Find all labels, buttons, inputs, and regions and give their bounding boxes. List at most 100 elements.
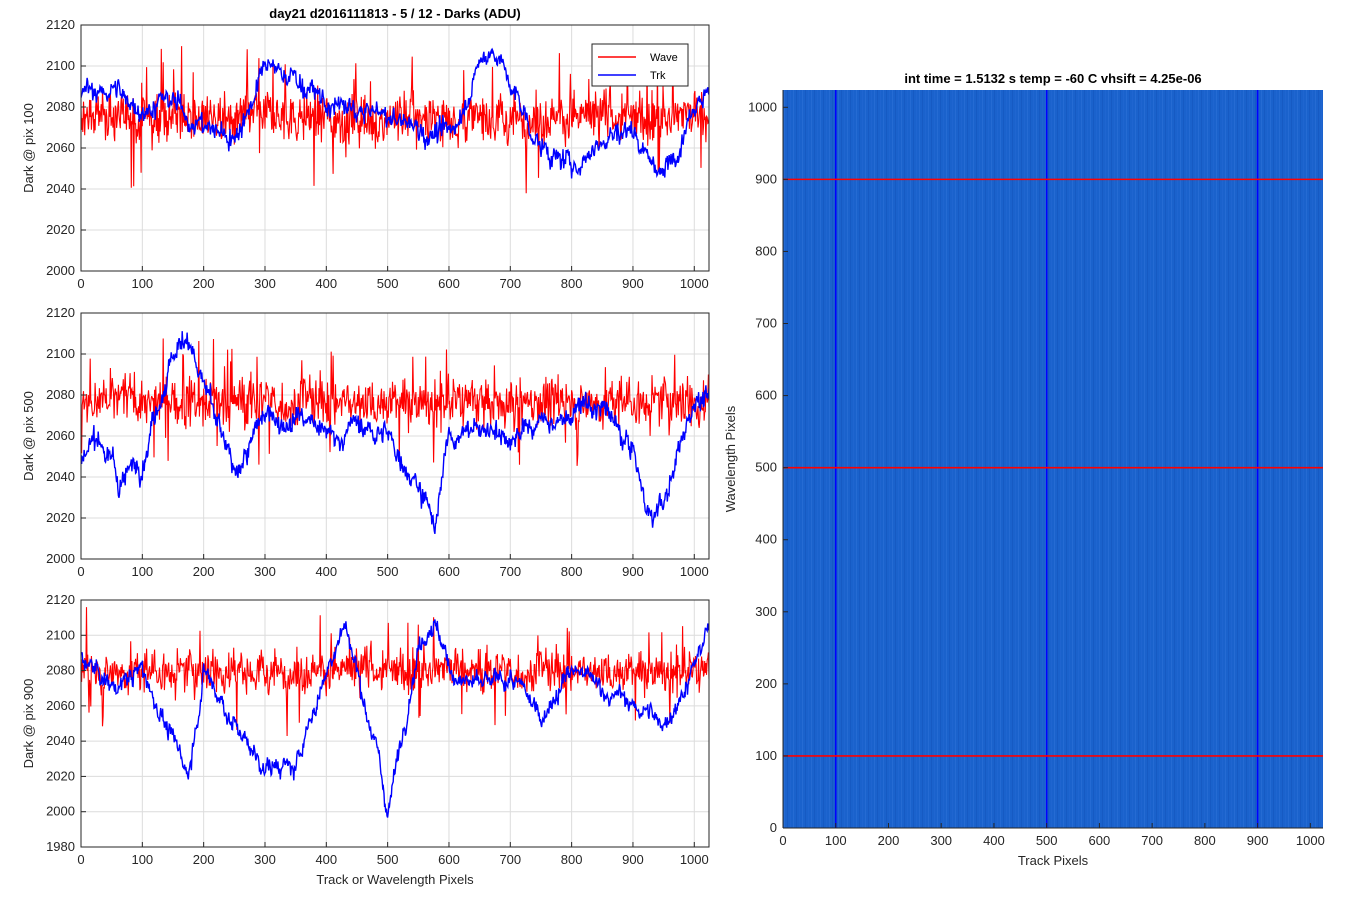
- x-tick-label: 1000: [1296, 833, 1325, 848]
- y-tick-label: 600: [755, 388, 777, 403]
- x-tick-label: 100: [131, 852, 153, 867]
- legend-label-wave: Wave: [650, 52, 678, 64]
- y-tick-label: 2120: [46, 17, 75, 32]
- x-tick-label: 500: [377, 564, 399, 579]
- y-tick-label: 2100: [46, 58, 75, 73]
- legend-label-trk: Trk: [650, 70, 666, 82]
- series-line-wave: [81, 338, 709, 466]
- y-tick-label: 1000: [748, 99, 777, 114]
- x-tick-label: 800: [561, 276, 583, 291]
- y-axis-label: Dark @ pix 500: [21, 391, 36, 481]
- axes-box: [80, 599, 710, 848]
- y-tick-label: 800: [755, 243, 777, 258]
- x-tick-label: 400: [983, 833, 1005, 848]
- y-tick-label: 900: [755, 171, 777, 186]
- x-axis-label: Track Pixels: [1018, 853, 1089, 868]
- x-tick-label: 1000: [680, 564, 709, 579]
- y-tick-label: 2060: [46, 698, 75, 713]
- y-tick-label: 2100: [46, 627, 75, 642]
- x-tick-label: 900: [1247, 833, 1269, 848]
- x-tick-label: 100: [825, 833, 847, 848]
- y-tick-label: 2080: [46, 663, 75, 678]
- y-tick-label: 2120: [46, 592, 75, 607]
- y-tick-label: 2120: [46, 305, 75, 320]
- y-tick-label: 700: [755, 316, 777, 331]
- x-tick-label: 0: [77, 276, 84, 291]
- x-tick-label: 200: [193, 276, 215, 291]
- x-tick-label: 100: [131, 276, 153, 291]
- x-tick-label: 800: [1194, 833, 1216, 848]
- x-tick-label: 1000: [680, 276, 709, 291]
- y-tick-label: 2000: [46, 804, 75, 819]
- y-tick-label: 2080: [46, 387, 75, 402]
- x-tick-label: 800: [561, 852, 583, 867]
- x-tick-label: 900: [622, 852, 644, 867]
- chart-1: 0 100 200 300 400 500 600 700 800 900 1000 2000 2020…: [21, 6, 710, 291]
- y-tick-label: 300: [755, 604, 777, 619]
- y-tick-label: 1980: [46, 839, 75, 854]
- y-tick-label: 2040: [46, 181, 75, 196]
- x-tick-label: 300: [930, 833, 952, 848]
- y-tick-label: 2020: [46, 768, 75, 783]
- x-tick-label: 500: [377, 852, 399, 867]
- x-tick-label: 200: [193, 564, 215, 579]
- x-tick-label: 700: [499, 276, 521, 291]
- series-line-trk: [81, 619, 709, 818]
- x-tick-label: 400: [315, 276, 337, 291]
- x-tick-label: 200: [193, 852, 215, 867]
- x-tick-label: 400: [315, 564, 337, 579]
- y-tick-label: 2040: [46, 733, 75, 748]
- series-line-trk: [81, 331, 709, 534]
- x-tick-label: 600: [438, 564, 460, 579]
- chart-4: 0 100 200 300 400 500 600 700 800 900 1000 0 100 200 3…: [723, 71, 1325, 868]
- x-tick-label: 500: [1036, 833, 1058, 848]
- chart-title: day21 d2016111813 - 5 / 12 - Darks (ADU): [269, 6, 520, 21]
- chart-title: int time = 1.5132 s temp = -60 C vhsift …: [904, 71, 1201, 86]
- y-tick-label: 500: [755, 460, 777, 475]
- chart-3: 0 100 200 300 400 500 600 700 800 900 1000 1980 2000…: [21, 592, 710, 887]
- series-line-trk: [81, 47, 709, 179]
- y-tick-label: 400: [755, 532, 777, 547]
- x-tick-label: 500: [377, 276, 399, 291]
- y-tick-label: 2000: [46, 263, 75, 278]
- x-tick-label: 0: [779, 833, 786, 848]
- y-tick-label: 2040: [46, 469, 75, 484]
- x-tick-label: 1000: [680, 852, 709, 867]
- x-tick-label: 0: [77, 564, 84, 579]
- y-tick-label: 2100: [46, 346, 75, 361]
- x-tick-label: 200: [878, 833, 900, 848]
- y-tick-label: 2080: [46, 99, 75, 114]
- chart-2: 0 100 200 300 400 500 600 700 800 900 1000 2000 2020…: [21, 305, 710, 579]
- x-tick-label: 600: [438, 276, 460, 291]
- y-tick-label: 200: [755, 676, 777, 691]
- y-tick-label: 2020: [46, 222, 75, 237]
- y-tick-label: 2020: [46, 510, 75, 525]
- y-axis-label: Wavelength Pixels: [723, 405, 738, 512]
- x-tick-label: 800: [561, 564, 583, 579]
- legend-box: [591, 43, 689, 87]
- x-tick-label: 100: [131, 564, 153, 579]
- x-tick-label: 300: [254, 276, 276, 291]
- y-tick-label: 100: [755, 748, 777, 763]
- y-tick-label: 2000: [46, 551, 75, 566]
- x-tick-label: 600: [438, 852, 460, 867]
- series-line-wave: [81, 607, 709, 737]
- plot-area: [81, 600, 709, 847]
- x-tick-label: 900: [622, 564, 644, 579]
- x-axis-label: Track or Wavelength Pixels: [316, 872, 474, 887]
- y-axis-label: Dark @ pix 100: [21, 103, 36, 193]
- x-tick-label: 700: [1141, 833, 1163, 848]
- x-tick-label: 700: [499, 564, 521, 579]
- heatmap-image: [783, 90, 1323, 828]
- x-tick-label: 700: [499, 852, 521, 867]
- y-tick-label: 2060: [46, 140, 75, 155]
- y-axis-label: Dark @ pix 900: [21, 679, 36, 769]
- x-tick-label: 600: [1089, 833, 1111, 848]
- x-tick-label: 400: [315, 852, 337, 867]
- y-tick-label: 0: [770, 820, 777, 835]
- y-tick-label: 2060: [46, 428, 75, 443]
- x-tick-label: 900: [622, 276, 644, 291]
- legend: Wave Trk: [591, 43, 689, 87]
- x-tick-label: 300: [254, 564, 276, 579]
